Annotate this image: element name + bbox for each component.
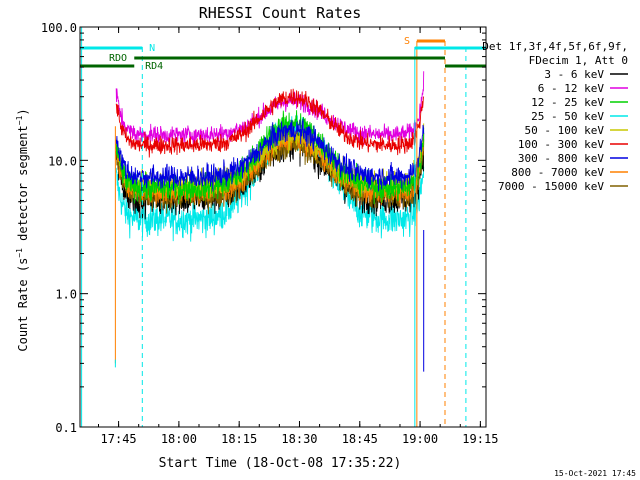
series-line-100-300keV [115,88,425,158]
x-tick-label: 18:45 [342,432,378,446]
annotation-group: N RDO RD4 S [80,27,486,427]
legend-entry-label: 25 - 50 keV [531,110,604,123]
s-label: S [404,36,410,47]
legend-entry-label: 300 - 800 keV [518,152,604,165]
x-axis-label: Start Time (18-Oct-08 17:35:22) [159,456,402,471]
rd4-label: RD4 [145,61,163,72]
rdo-label: RDO [109,53,127,64]
legend-entry-label: 6 - 12 keV [538,82,605,95]
series-line-300-800keV [115,118,425,192]
x-tick-label: 17:45 [101,432,137,446]
legend-header-line-1: Det 1f,3f,4f,5f,6f,9f, [482,40,628,53]
y-tick-label: 100.0 [41,21,77,35]
x-tick-label: 19:00 [402,432,438,446]
legend-entry-label: 100 - 300 keV [518,138,604,151]
legend-header-line-2: FDecim 1, Att 0 [529,54,628,67]
plot-frame [79,26,487,428]
x-tick-label: 19:15 [462,432,498,446]
series-line-12-25keV [115,110,425,205]
y-tick-label: 10.0 [48,154,77,168]
legend-entry-label: 50 - 100 keV [525,124,605,137]
y-axis-label: Count Rate (s−1 detector segment−1) [15,108,30,351]
chart-title: RHESSI Count Rates [199,4,362,22]
legend-entry-label: 800 - 7000 keV [511,166,604,179]
footer-timestamp: 15-Oct-2021 17:45 [554,469,636,478]
x-tick-label: 18:15 [221,432,257,446]
legend-entry-label: 7000 - 15000 keV [498,180,604,193]
series-group [114,71,425,372]
legend: Det 1f,3f,4f,5f,6f,9f,FDecim 1, Att 03 -… [482,40,628,193]
x-tick-label: 18:30 [281,432,317,446]
n-label: N [149,43,155,54]
legend-entry-label: 12 - 25 keV [531,96,604,109]
axes: 17:45 18:00 18:15 18:30 18:45 19:00 19:15 100.0… [41,21,499,446]
x-tick-label: 18:00 [161,432,197,446]
legend-entry-label: 3 - 6 keV [544,68,604,81]
y-tick-label: 1.0 [55,288,77,302]
y-tick-label: 0.1 [55,421,77,435]
